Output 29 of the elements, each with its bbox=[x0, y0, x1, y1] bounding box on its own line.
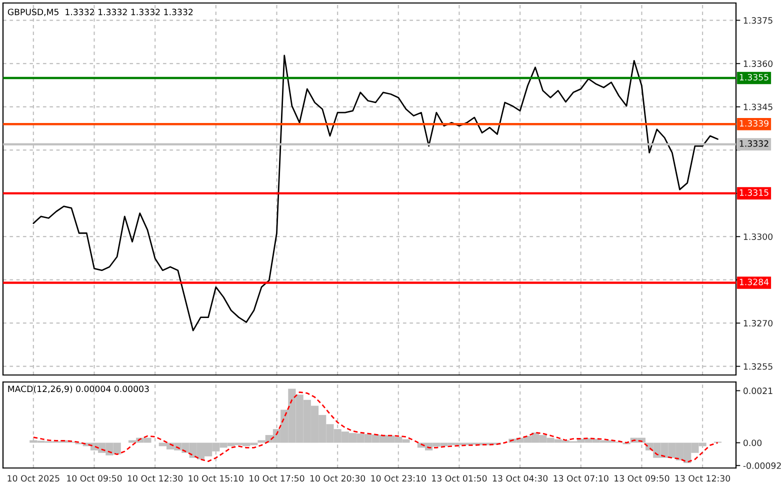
x-tick-label: 13 Oct 01:50 bbox=[432, 475, 487, 482]
y-tick-label: 0.0021 bbox=[744, 388, 772, 394]
ref-line-label: 1.3284 bbox=[740, 278, 769, 286]
x-tick-label: 10 Oct 12:30 bbox=[128, 475, 183, 482]
text: GBPUSD,M5 1.3332 1.3332 1.3332 1.3332 bbox=[8, 8, 193, 16]
y-tick-label: 1.3360 bbox=[744, 60, 773, 67]
x-tick-label: 10 Oct 23:10 bbox=[371, 475, 426, 482]
y-tick-label: 0.00 bbox=[744, 440, 762, 446]
y-tick-label: 1.3345 bbox=[744, 104, 772, 110]
x-tick-label: 13 Oct 04:30 bbox=[492, 475, 548, 482]
y-tick-label: 1.3270 bbox=[744, 320, 773, 326]
x-tick-label: 10 Oct 2025 bbox=[8, 475, 60, 482]
x-tick-label: 13 Oct 07:10 bbox=[554, 475, 608, 482]
x-tick-label: 10 Oct 15:10 bbox=[188, 475, 244, 482]
y-tick-label: 1.3300 bbox=[744, 233, 773, 240]
y-tick-label: 1.3255 bbox=[744, 363, 772, 370]
ref-line-label: 1.3315 bbox=[740, 189, 768, 196]
x-tick-label: 10 Oct 17:50 bbox=[250, 475, 304, 482]
ref-line-label: 1.3339 bbox=[740, 120, 768, 127]
ref-line-label: 1.3332 bbox=[740, 140, 768, 147]
x-tick-label: 10 Oct 20:30 bbox=[310, 475, 366, 482]
y-tick-label: 1.3375 bbox=[744, 17, 772, 24]
line-series bbox=[32, 54, 718, 332]
x-tick-label: 13 Oct 12:30 bbox=[675, 475, 730, 482]
x-tick-label: 13 Oct 09:50 bbox=[614, 475, 670, 482]
y-tick-label: -0.00092 bbox=[743, 462, 781, 469]
x-tick-label: 10 Oct 09:50 bbox=[67, 475, 122, 482]
ref-line-label: 1.3355 bbox=[740, 74, 768, 80]
chart-title: MACD(12,26,9) 0.00004 0.00003 bbox=[8, 385, 149, 394]
